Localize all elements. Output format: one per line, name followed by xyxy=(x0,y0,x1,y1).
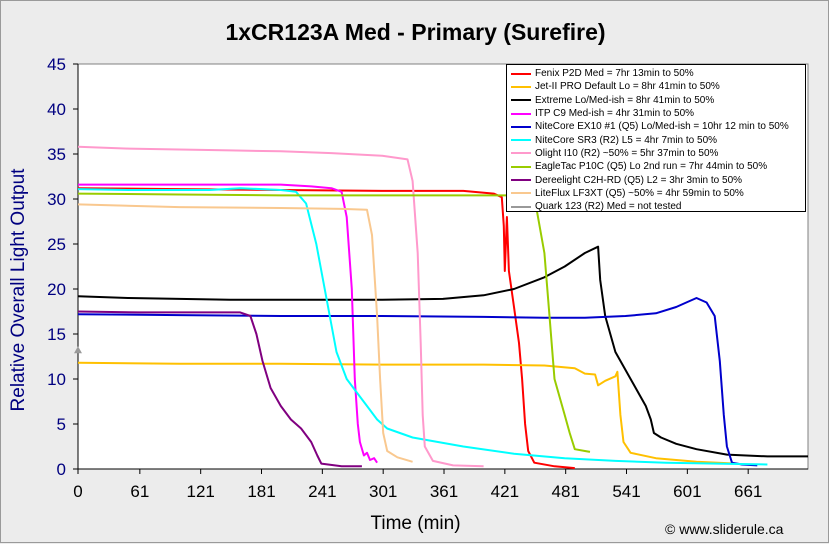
legend-swatch xyxy=(511,179,531,182)
legend-swatch xyxy=(511,205,531,208)
legend-item: NiteCore EX10 #1 (Q5) Lo/Med-ish = 10hr … xyxy=(511,120,801,133)
y-tick-label: 30 xyxy=(47,190,66,209)
y-tick-label: 20 xyxy=(47,280,66,299)
legend-item: NiteCore SR3 (R2) L5 = 4hr 7min to 50% xyxy=(511,133,801,146)
legend-swatch xyxy=(511,192,531,195)
y-tick-label: 25 xyxy=(47,235,66,254)
series-line-7 xyxy=(77,192,591,453)
series-line-0 xyxy=(77,187,575,470)
x-tick-label: 181 xyxy=(247,482,275,501)
legend-swatch xyxy=(511,85,531,88)
series-line-2 xyxy=(77,245,808,458)
legend-label: Olight I10 (R2) ~50% = 5hr 37min to 50% xyxy=(535,147,719,159)
y-tick-label: 15 xyxy=(47,325,66,344)
series-line-5 xyxy=(77,187,768,466)
legend-item: EagleTac P10C (Q5) Lo 2nd run = 7hr 44mi… xyxy=(511,160,801,173)
legend-item: ITP C9 Med-ish = 4hr 31min to 50% xyxy=(511,107,801,120)
legend: Fenix P2D Med = 7hr 13min to 50% Jet-II P… xyxy=(506,64,806,212)
legend-label: Quark 123 (R2) Med = not tested xyxy=(535,201,682,213)
legend-item: Extreme Lo/Med-ish = 8hr 41min to 50% xyxy=(511,94,801,107)
legend-swatch xyxy=(511,112,531,115)
series-line-6 xyxy=(77,145,484,468)
legend-item: Olight I10 (R2) ~50% = 5hr 37min to 50% xyxy=(511,147,801,160)
legend-label: Dereelight C2H-RD (Q5) L2 = 3hr 3min to … xyxy=(535,174,743,186)
chart-title: 1xCR123A Med - Primary (Surefire) xyxy=(225,19,606,45)
series-line-3 xyxy=(78,183,378,464)
x-tick-label: 601 xyxy=(673,482,701,501)
x-tick-label: 541 xyxy=(612,482,640,501)
x-tick-label: 661 xyxy=(734,482,762,501)
legend-label: LiteFlux LF3XT (Q5) ~50% = 4hr 59min to … xyxy=(535,187,744,199)
legend-item: Fenix P2D Med = 7hr 13min to 50% xyxy=(511,67,801,80)
y-tick-label: 5 xyxy=(57,415,66,434)
legend-label: NiteCore SR3 (R2) L5 = 4hr 7min to 50% xyxy=(535,134,718,146)
legend-label: Fenix P2D Med = 7hr 13min to 50% xyxy=(535,68,694,80)
x-tick-label: 361 xyxy=(430,482,458,501)
x-tick-label: 61 xyxy=(130,482,149,501)
legend-swatch xyxy=(511,99,531,102)
y-tick-label: 0 xyxy=(57,460,66,479)
legend-item: Jet-II PRO Default Lo = 8hr 41min to 50% xyxy=(511,80,801,93)
y-tick-label: 35 xyxy=(47,145,66,164)
series-line-8 xyxy=(77,310,362,468)
x-tick-label: 481 xyxy=(551,482,579,501)
legend-label: NiteCore EX10 #1 (Q5) Lo/Med-ish = 10hr … xyxy=(535,121,789,133)
legend-swatch xyxy=(511,139,531,142)
series-line-4 xyxy=(77,297,758,467)
y-tick-label: 40 xyxy=(47,100,66,119)
x-tick-label: 421 xyxy=(491,482,519,501)
y-tick-label: 10 xyxy=(47,370,66,389)
series-line-1 xyxy=(77,361,738,465)
legend-item: Quark 123 (R2) Med = not tested xyxy=(511,200,801,213)
x-tick-label: 121 xyxy=(186,482,214,501)
legend-label: Extreme Lo/Med-ish = 8hr 41min to 50% xyxy=(535,94,715,106)
x-tick-label: 301 xyxy=(369,482,397,501)
legend-swatch xyxy=(511,152,531,155)
legend-label: ITP C9 Med-ish = 4hr 31min to 50% xyxy=(535,108,695,120)
legend-label: Jet-II PRO Default Lo = 8hr 41min to 50% xyxy=(535,81,720,93)
legend-item: Dereelight C2H-RD (Q5) L2 = 3hr 3min to … xyxy=(511,173,801,186)
legend-swatch xyxy=(511,165,531,168)
x-tick-label: 0 xyxy=(73,482,82,501)
legend-swatch xyxy=(511,72,531,75)
y-tick-label: 45 xyxy=(47,55,66,74)
x-axis-label: Time (min) xyxy=(370,513,461,534)
credit-text: © www.sliderule.ca xyxy=(665,521,784,537)
series-marker-10 xyxy=(74,346,82,354)
series-line-9 xyxy=(77,203,413,463)
legend-item: LiteFlux LF3XT (Q5) ~50% = 4hr 59min to … xyxy=(511,187,801,200)
x-tick-label: 241 xyxy=(308,482,336,501)
legend-label: EagleTac P10C (Q5) Lo 2nd run = 7hr 44mi… xyxy=(535,161,768,173)
legend-swatch xyxy=(511,125,531,128)
